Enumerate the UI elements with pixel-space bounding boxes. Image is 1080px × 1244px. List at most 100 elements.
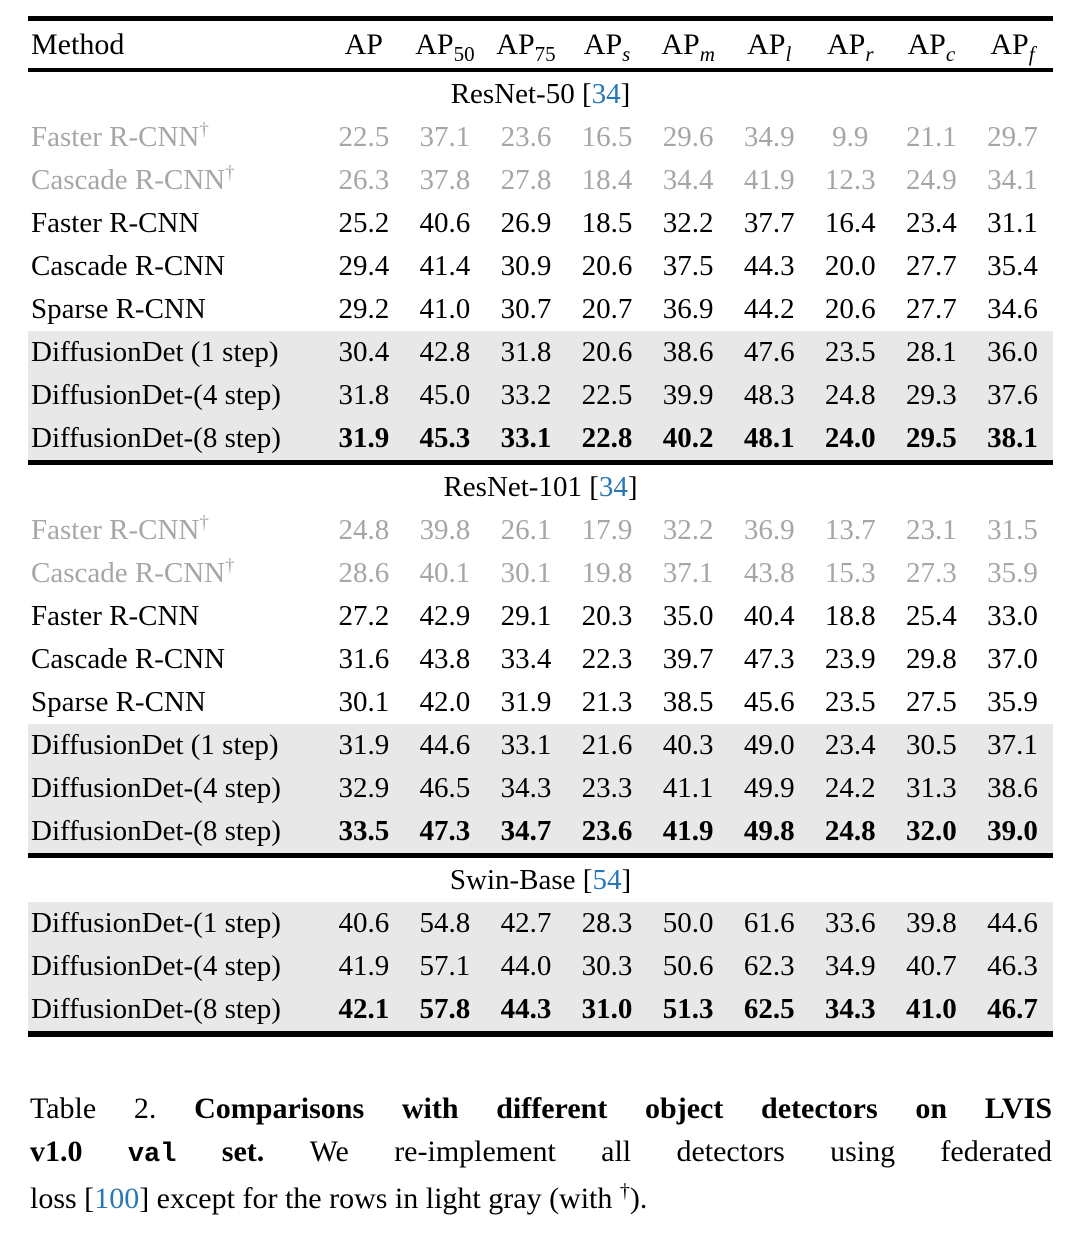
value-cell: 29.8 xyxy=(905,643,957,675)
caption-text: val xyxy=(127,1140,177,1170)
value-cell: 23.4 xyxy=(905,207,957,239)
value-cell: 37.5 xyxy=(662,250,714,282)
table-row: Sparse R-CNN 29.2 41.0 30.7 20.7 36.9 44.2 20.6… xyxy=(28,288,1053,331)
method-cell: Faster R-CNN xyxy=(28,595,323,638)
value-cell: 34.7 xyxy=(485,810,567,856)
value-cell: 35.4 xyxy=(987,250,1038,282)
value-cell: 27.2 xyxy=(338,600,390,632)
method-cell: Faster R-CNN† xyxy=(28,509,323,552)
caption-text: Comparisons with different object detect… xyxy=(194,1092,1053,1125)
value-cell: 23.6 xyxy=(500,121,552,153)
value-cell: 23.1 xyxy=(905,514,957,546)
citation-link-34[interactable]: 34 xyxy=(598,470,628,503)
table-row: Cascade R-CNN† 26.3 37.8 27.8 18.4 34.4 41.9 12… xyxy=(28,159,1053,202)
method-name: DiffusionDet-(4 step) xyxy=(31,772,281,804)
value-cell: 33.2 xyxy=(485,374,567,417)
value-cell: 27.8 xyxy=(500,164,552,196)
value-cell: 27.7 xyxy=(905,293,957,325)
method-name: DiffusionDet-(4 step) xyxy=(31,379,281,411)
value-cell: 17.9 xyxy=(581,514,633,546)
value-cell: 33.5 xyxy=(323,810,405,856)
value-cell: 40.4 xyxy=(743,600,795,632)
column-header-ap75: AP75 xyxy=(485,18,567,72)
value-cell: 23.3 xyxy=(566,767,648,810)
value-cell: 34.4 xyxy=(662,164,714,196)
table-row: Faster R-CNN 25.2 40.6 26.9 18.5 32.2 37.7 16.4… xyxy=(28,202,1053,245)
column-header-subscript: f xyxy=(1028,41,1035,66)
method-cell: Faster R-CNN† xyxy=(28,116,323,159)
value-cell: 32.9 xyxy=(323,767,405,810)
value-cell: 29.4 xyxy=(338,250,390,282)
value-cell: 33.0 xyxy=(987,600,1038,632)
value-cell: 26.1 xyxy=(500,514,552,546)
column-header-apm: APm xyxy=(647,18,729,72)
value-cell: 42.8 xyxy=(404,331,486,374)
value-cell: 37.8 xyxy=(419,164,471,196)
caption-line: v1.0 val set. We re-implement all detect… xyxy=(30,1130,1052,1177)
value-cell: 19.8 xyxy=(581,557,633,589)
citation-link-54[interactable]: 54 xyxy=(592,863,622,896)
citation-link-100[interactable]: 100 xyxy=(94,1182,140,1215)
value-cell: 36.9 xyxy=(743,514,795,546)
value-cell: 45.3 xyxy=(404,417,486,463)
column-header-subscript: s xyxy=(622,41,631,66)
value-cell: 13.7 xyxy=(824,514,876,546)
method-cell: Cascade R-CNN† xyxy=(28,159,323,202)
dagger-mark: † xyxy=(199,512,209,534)
value-cell: 34.6 xyxy=(987,293,1038,325)
value-cell: 42.0 xyxy=(419,686,471,718)
backbone-name: ResNet-50 [ xyxy=(450,77,592,110)
table-row: Cascade R-CNN† 28.6 40.1 30.1 19.8 37.1 43.8 15… xyxy=(28,552,1053,595)
caption-text: ). xyxy=(629,1182,648,1215)
value-cell: 31.6 xyxy=(338,643,390,675)
column-header-apf: APf xyxy=(971,18,1053,72)
value-cell: 35.9 xyxy=(987,686,1038,718)
value-cell: 34.9 xyxy=(743,121,795,153)
value-cell: 24.8 xyxy=(809,810,891,856)
value-cell: 20.7 xyxy=(581,293,633,325)
column-header-label: AP xyxy=(907,27,946,61)
column-header-subscript: c xyxy=(945,41,956,66)
value-cell: 44.6 xyxy=(404,724,486,767)
value-cell: 33.1 xyxy=(485,417,567,463)
value-cell: 42.9 xyxy=(419,600,471,632)
value-cell: 44.3 xyxy=(743,250,795,282)
value-cell: 46.3 xyxy=(971,945,1053,988)
column-header-label: AP xyxy=(747,27,786,61)
column-header-ap: AP xyxy=(323,18,405,72)
value-cell: 38.5 xyxy=(662,686,714,718)
method-cell: DiffusionDet-(4 step) xyxy=(28,767,324,810)
results-table: Method AP AP50 AP75 APs APm APl APr APc APf ResNe… xyxy=(28,16,1053,1037)
method-name: Cascade R-CNN xyxy=(31,643,226,675)
column-header-subscript: m xyxy=(699,41,715,66)
value-cell: 57.1 xyxy=(404,945,486,988)
value-cell: 34.1 xyxy=(987,164,1038,196)
value-cell: 42.7 xyxy=(485,902,567,945)
method-cell: Sparse R-CNN xyxy=(28,681,323,724)
value-cell: 20.6 xyxy=(824,293,876,325)
value-cell: 41.0 xyxy=(419,293,471,325)
value-cell: 38.6 xyxy=(647,331,729,374)
value-cell: 29.5 xyxy=(890,417,972,463)
section-header-cell: Swin-Base [54] xyxy=(28,853,1053,902)
method-name: Cascade R-CNN xyxy=(31,164,226,196)
citation-link-34[interactable]: 34 xyxy=(591,77,621,110)
section-header-row: Swin-Base [54] xyxy=(28,853,1053,902)
value-cell: 18.5 xyxy=(581,207,633,239)
value-cell: 43.8 xyxy=(743,557,795,589)
column-header-subscript: 50 xyxy=(453,41,475,66)
value-cell: 24.0 xyxy=(809,417,891,463)
value-cell: 16.4 xyxy=(824,207,876,239)
value-cell: 41.9 xyxy=(323,945,405,988)
caption-text: set xyxy=(176,1135,257,1168)
table-row: Sparse R-CNN 30.1 42.0 31.9 21.3 38.5 45.6 23.5… xyxy=(28,681,1053,724)
value-cell: 30.1 xyxy=(338,686,390,718)
value-cell: 24.9 xyxy=(905,164,957,196)
value-cell: 20.0 xyxy=(824,250,876,282)
table-row: DiffusionDet-(4 step) 32.9 46.5 34.3 23.3 41.… xyxy=(28,767,1053,810)
section-header-cell: ResNet-101 [34] xyxy=(28,460,1053,509)
column-header-label: AP xyxy=(661,27,700,61)
method-name: Sparse R-CNN xyxy=(31,293,206,325)
value-cell: 29.1 xyxy=(500,600,552,632)
